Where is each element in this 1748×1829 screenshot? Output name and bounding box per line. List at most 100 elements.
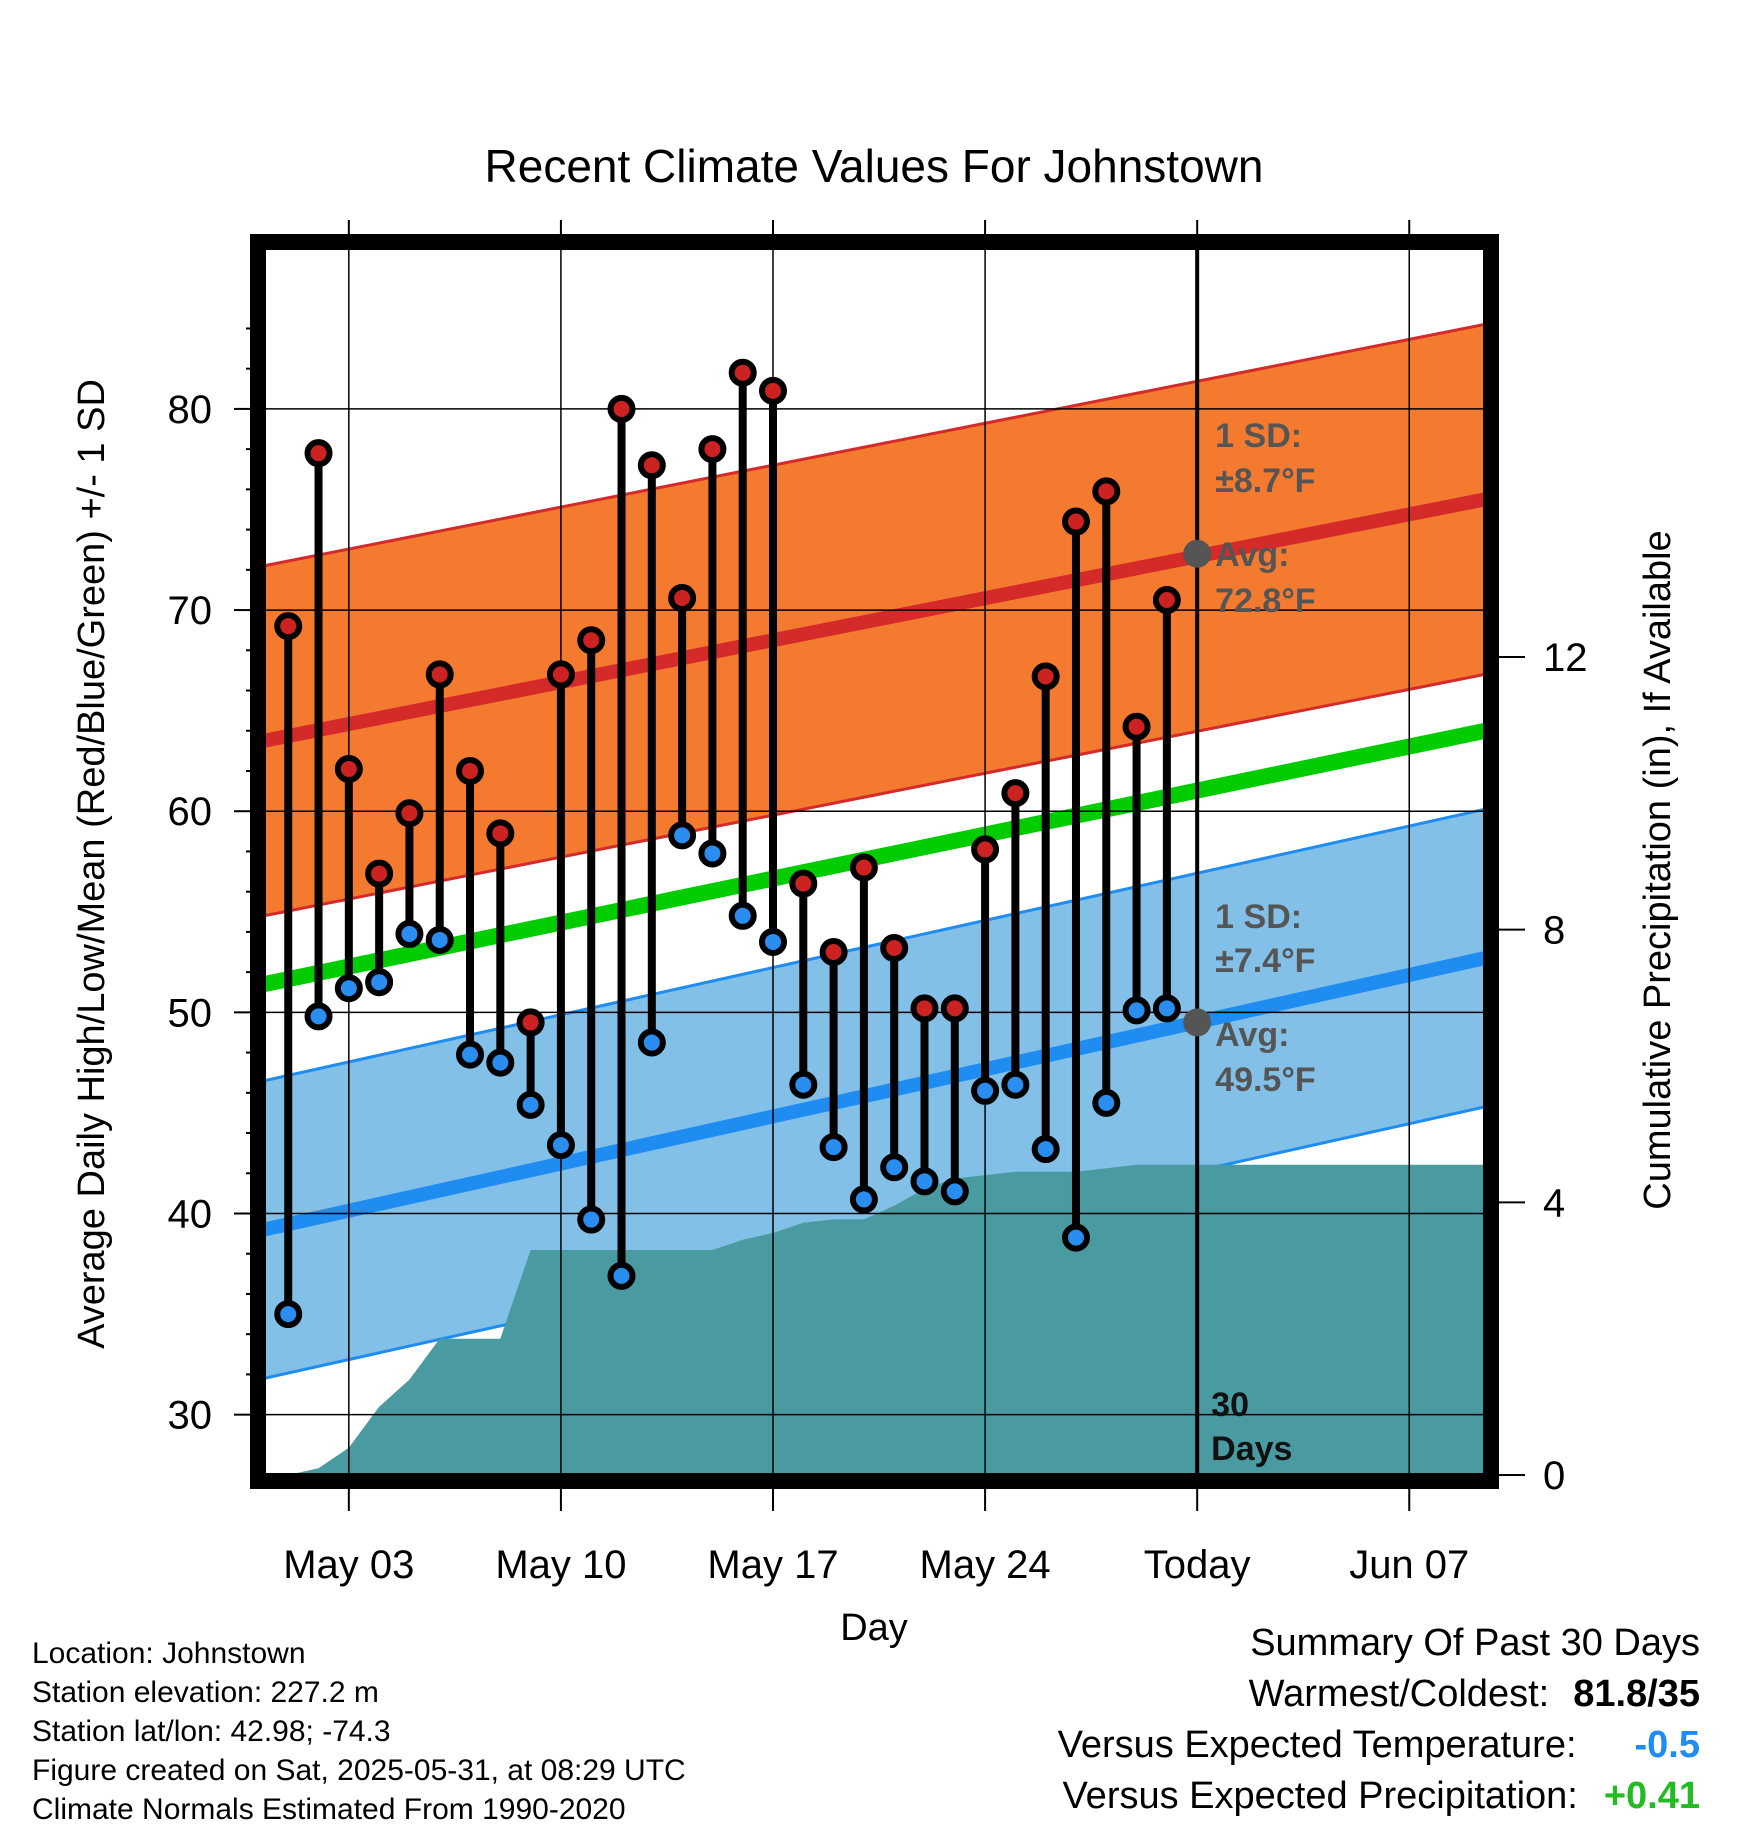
- low-avg-value: 49.5°F: [1215, 1061, 1316, 1099]
- daily-high-point: [1152, 586, 1181, 615]
- daily-high-point: [334, 754, 363, 783]
- y-tick-label: 70: [168, 589, 213, 633]
- low-sd-value: ±7.4°F: [1215, 942, 1315, 980]
- daily-high-point: [637, 451, 666, 480]
- chart-title: Recent Climate Values For Johnstown: [485, 140, 1264, 192]
- y-tick-label: 50: [168, 991, 213, 1035]
- daily-high-point: [971, 835, 1000, 864]
- high-sd-label: 1 SD:: [1215, 417, 1302, 455]
- x-axis-title: Day: [840, 1607, 908, 1649]
- precip-departure-row: Versus Expected Precipitation: +0.41: [1058, 1775, 1700, 1826]
- y2-tick-label: 8: [1543, 909, 1565, 953]
- daily-low-point: [880, 1153, 909, 1182]
- latlon-text: Station lat/lon: 42.98; -74.3: [32, 1715, 391, 1748]
- daily-low-point: [1031, 1135, 1060, 1164]
- normal-low-line: [264, 951, 1485, 1237]
- high-avg-label: Avg:: [1215, 536, 1289, 574]
- plot-frame: [250, 234, 1499, 1489]
- y-tick-label: 40: [168, 1193, 213, 1237]
- y-axis-title: Average Daily High/Low/Mean (Red/Blue/Gr…: [71, 379, 113, 1349]
- daily-low-point: [334, 974, 363, 1003]
- days-label-number: 30: [1211, 1386, 1249, 1424]
- temp-departure-row: Versus Expected Temperature: -0.5: [1058, 1724, 1700, 1775]
- daily-high-point: [304, 439, 333, 468]
- daily-high-point: [516, 1008, 545, 1037]
- daily-low-point: [516, 1090, 545, 1119]
- daily-high-point: [365, 859, 394, 888]
- x-tick-label: May 03: [283, 1543, 414, 1587]
- daily-low-point: [1061, 1223, 1090, 1252]
- x-tick-label: Jun 07: [1349, 1543, 1469, 1587]
- y-tick-label: 80: [168, 388, 213, 432]
- y2-tick-label: 0: [1543, 1454, 1565, 1498]
- daily-low-point: [425, 925, 454, 954]
- daily-low-point: [395, 919, 424, 948]
- x-tick-label: May 24: [920, 1543, 1051, 1587]
- daily-high-point: [425, 660, 454, 689]
- daily-high-point: [607, 394, 636, 423]
- normal-high-line: [264, 492, 1485, 748]
- daily-high-point: [880, 933, 909, 962]
- daily-low-point: [456, 1040, 485, 1069]
- precip-area: [264, 1164, 1485, 1475]
- daily-low-point: [668, 821, 697, 850]
- warmest-coldest-row: Warmest/Coldest: 81.8/35: [1058, 1673, 1700, 1724]
- daily-high-point: [698, 435, 727, 464]
- daily-high-point: [728, 358, 757, 387]
- daily-low-point: [1092, 1088, 1121, 1117]
- x-tick-label: Today: [1144, 1543, 1251, 1587]
- daily-high-point: [395, 799, 424, 828]
- daily-high-point: [577, 626, 606, 655]
- high-band-upper-edge: [264, 322, 1485, 568]
- daily-low-point: [637, 1028, 666, 1057]
- temp-departure-value: -0.5: [1634, 1724, 1700, 1766]
- elevation-text: Station elevation: 227.2 m: [32, 1676, 379, 1709]
- precip-departure-value: +0.41: [1603, 1775, 1700, 1817]
- daily-low-point: [607, 1261, 636, 1290]
- high-sd-value: ±8.7°F: [1215, 462, 1315, 500]
- daily-high-point: [1001, 779, 1030, 808]
- y-tick-label: 30: [168, 1394, 213, 1438]
- daily-low-point: [274, 1300, 303, 1329]
- daily-high-point: [274, 612, 303, 641]
- y2-tick-label: 12: [1543, 636, 1588, 680]
- daily-low-point: [1152, 994, 1181, 1023]
- temp-departure-label: Versus Expected Temperature:: [1057, 1724, 1577, 1766]
- daily-high-point: [1122, 712, 1151, 741]
- daily-low-point: [910, 1167, 939, 1196]
- daily-high-point: [759, 376, 788, 405]
- daily-low-point: [1122, 996, 1151, 1025]
- y2-tick-label: 4: [1543, 1181, 1565, 1225]
- x-tick-label: May 10: [495, 1543, 626, 1587]
- created-text: Figure created on Sat, 2025-05-31, at 08…: [32, 1754, 686, 1787]
- daily-high-point: [1061, 507, 1090, 536]
- plot-area: 1 SD: ±8.7°F Avg: 72.8°F 1 SD: ±7.4°F Avg: 49.5…: [168, 220, 1588, 1587]
- daily-low-point: [971, 1076, 1000, 1105]
- low-sd-label: 1 SD:: [1215, 898, 1302, 936]
- precip-departure-label: Versus Expected Precipitation:: [1062, 1775, 1578, 1817]
- daily-high-point: [486, 819, 515, 848]
- plot-inner: 1 SD: ±8.7°F Avg: 72.8°F 1 SD: ±7.4°F Avg: 49.5…: [264, 248, 1485, 1475]
- daily-low-point: [698, 839, 727, 868]
- high-avg-value: 72.8°F: [1215, 582, 1316, 620]
- daily-low-point: [1001, 1070, 1030, 1099]
- location-text: Location: Johnstown: [32, 1637, 306, 1670]
- y2-axis-title: Cumulative Precipitation (in), If Availa…: [1637, 530, 1679, 1209]
- warmest-coldest-label: Warmest/Coldest:: [1248, 1673, 1550, 1715]
- daily-low-point: [940, 1177, 969, 1206]
- x-tick-label: May 17: [707, 1543, 838, 1587]
- daily-low-point: [365, 968, 394, 997]
- daily-high-point: [910, 994, 939, 1023]
- daily-low-point: [759, 927, 788, 956]
- daily-high-point: [456, 756, 485, 785]
- today-low-avg-marker: [1183, 1008, 1212, 1037]
- daily-high-point: [1092, 477, 1121, 506]
- daily-high-point: [849, 853, 878, 882]
- daily-low-point: [546, 1131, 575, 1160]
- daily-high-point: [1031, 662, 1060, 691]
- normals-text: Climate Normals Estimated From 1990-2020: [32, 1793, 626, 1826]
- daily-high-point: [546, 660, 575, 689]
- daily-low-point: [577, 1205, 606, 1234]
- daily-low-point: [304, 1002, 333, 1031]
